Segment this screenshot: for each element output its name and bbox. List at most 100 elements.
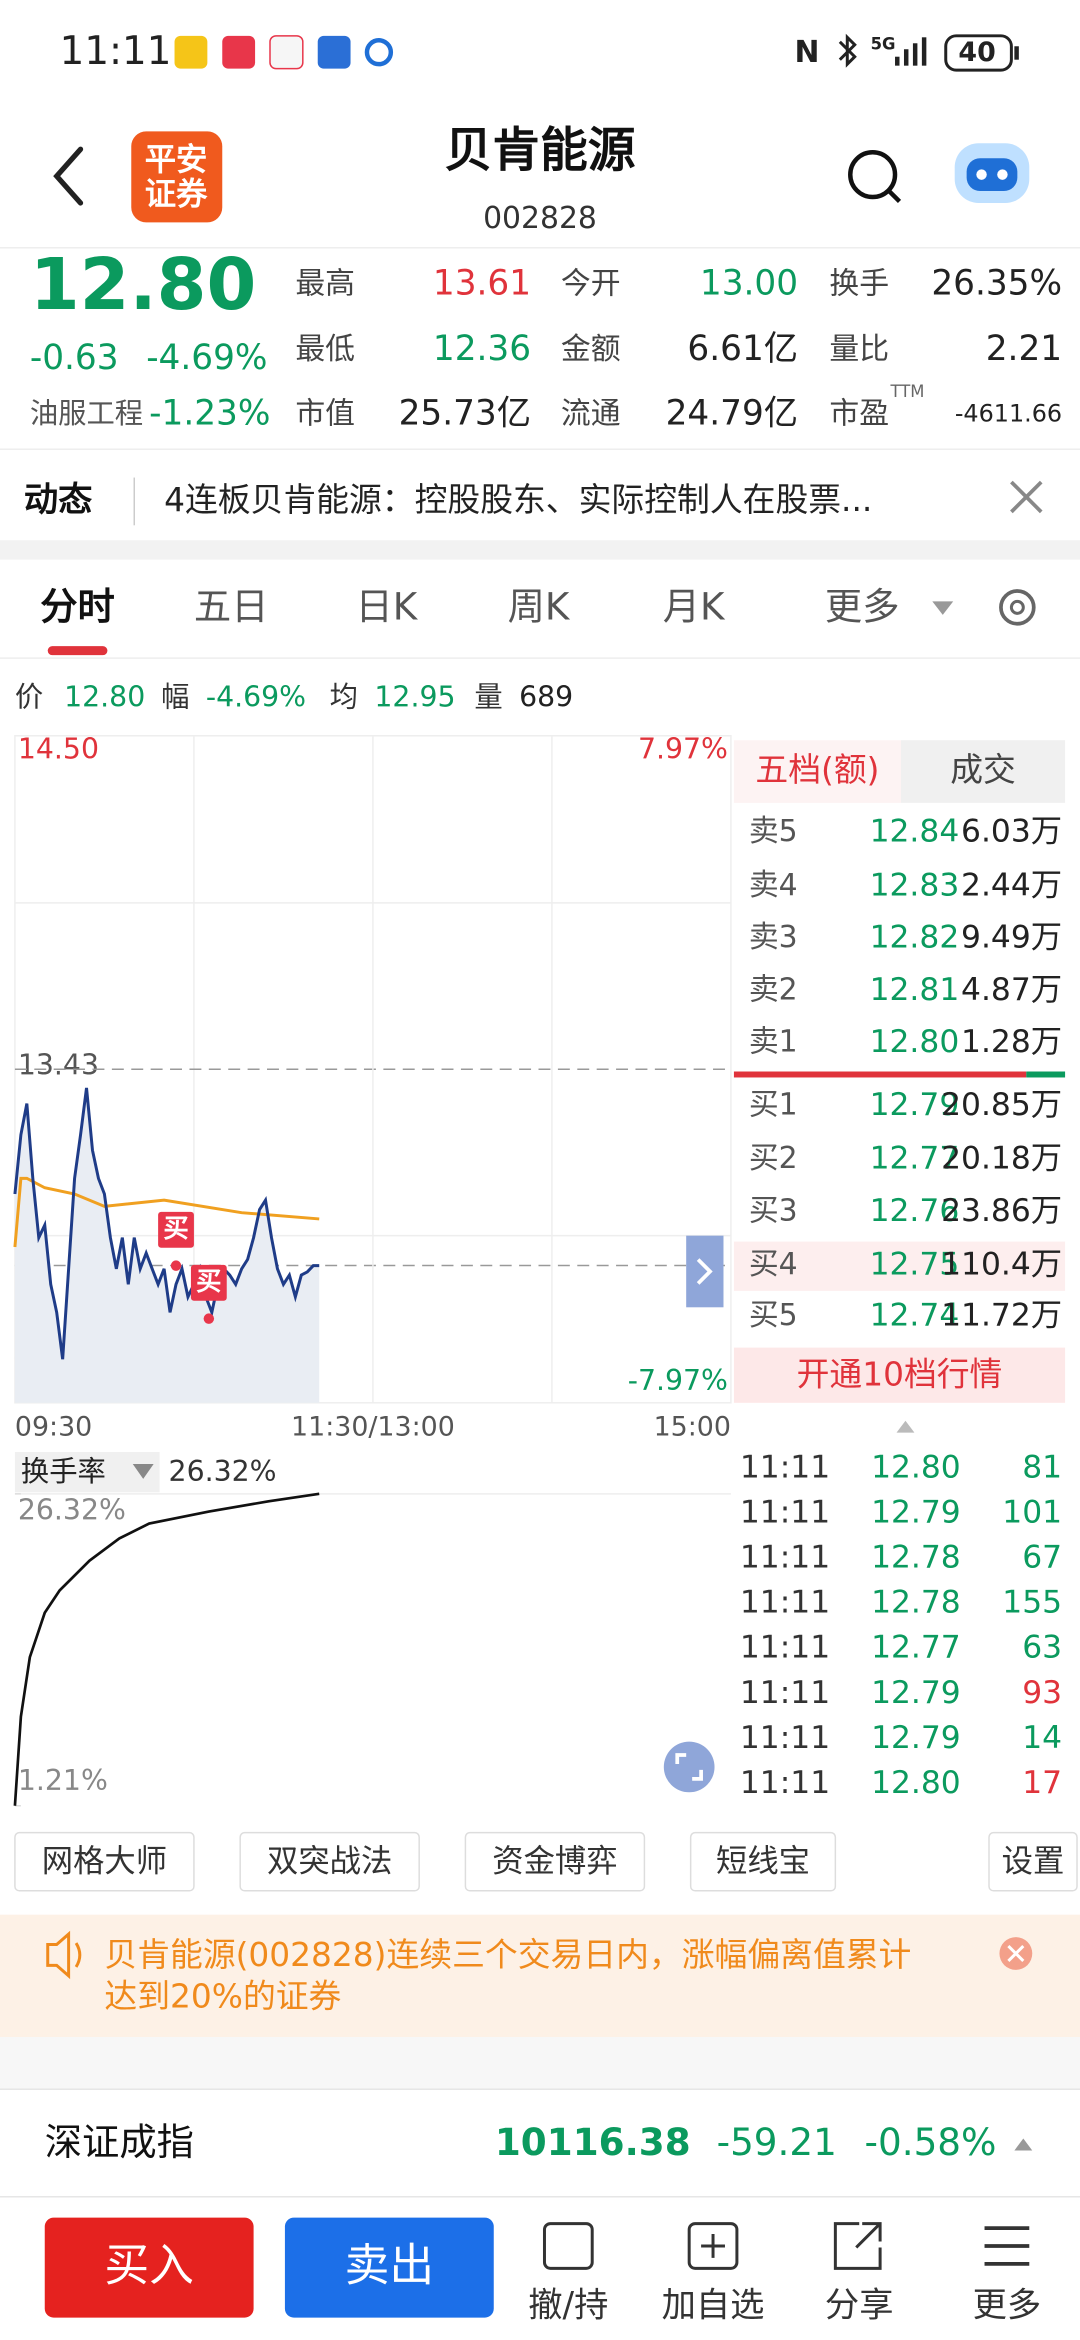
chart-tab[interactable]: 月K [663,584,726,628]
fullscreen-button[interactable] [663,1741,715,1793]
back-button[interactable] [53,146,84,206]
chart-tab[interactable]: 日K [355,584,418,628]
tool-button[interactable] [464,1831,646,1892]
info-value: 12.95 [374,680,455,713]
tool-button[interactable] [14,1831,195,1892]
tool-button[interactable] [988,1831,1078,1892]
nav-label[interactable]: 加自选 [662,2286,765,2326]
assistant-button[interactable] [954,143,1030,203]
nav-label[interactable]: 撤/持 [528,2286,608,2326]
book-price: 12.84 [870,814,960,850]
tool-label: 短线宝 [716,1843,810,1879]
row-highlight [733,1241,1066,1291]
withdraw-icon[interactable] [542,2222,594,2270]
close-news[interactable] [1010,480,1043,514]
book-tab[interactable]: 成交 [950,751,1016,789]
app-icon [174,35,208,69]
stat-label: 市值 [295,396,355,431]
book-amount: 20.18万 [941,1141,1062,1177]
expand-arrow[interactable] [896,1420,915,1433]
info-value: -4.69% [206,680,306,713]
app-icon [317,35,351,69]
book-level: 卖2 [749,972,798,1007]
add-watch-icon [701,2234,725,2258]
search-icon [848,149,898,200]
book-amount: 1.28万 [961,1024,1062,1060]
stat-value: 25.73亿 [399,393,531,433]
book-amount: 9.49万 [961,920,1062,956]
tool-button[interactable] [689,1831,837,1892]
index-name[interactable]: 深证成指 [45,2120,194,2164]
tick-volume: 14 [1022,1720,1062,1756]
tick-volume: 101 [1002,1495,1062,1531]
expand-arrow[interactable] [1014,2138,1033,2151]
tool-button[interactable] [239,1831,420,1892]
robot-eye [997,169,1008,180]
sector-change: -1.23% [149,393,270,433]
signal-bar [921,37,927,66]
y-tick-label: 13.43 [18,1048,99,1081]
app-icon [364,38,394,67]
upgrade-link[interactable]: 开通10档行情 [797,1355,1003,1393]
tick-price: 12.80 [871,1449,961,1485]
book-price: 12.80 [870,1024,960,1060]
book-amount: 20.85万 [941,1087,1062,1123]
book-level: 买2 [749,1141,798,1176]
chart-handle[interactable] [686,1235,724,1308]
last-price: 12.80 [30,243,256,326]
book-amount: 6.03万 [961,814,1062,850]
stat-label: 流通 [561,396,621,431]
x-tick-label: 15:00 [654,1412,731,1443]
more-icon[interactable] [984,2226,1030,2266]
upgrade-bg[interactable] [733,1347,1066,1403]
chart-tab[interactable]: 周K [508,584,571,628]
stat-label: 最高 [295,267,355,302]
stat-superscript: TTM [890,382,925,401]
bluetooth-icon [838,33,857,68]
turnover-line [13,1492,320,1806]
book-price: 12.77 [870,1141,960,1177]
nav-label[interactable]: 分享 [825,2286,894,2326]
book-level: 卖5 [749,814,798,849]
clock: 11:11 [60,29,172,74]
signal-bar [895,56,900,66]
sell-button[interactable] [284,2217,494,2318]
share-icon[interactable] [833,2222,882,2270]
fullscreen-icon [675,1753,703,1781]
price-area [14,1087,320,1403]
buy-button[interactable] [44,2217,254,2318]
fullscreen-icon [663,1741,715,1793]
tab-bg[interactable] [733,740,901,803]
chart-tab[interactable]: 分时 [40,584,115,628]
battery-tip [1014,46,1019,60]
settings-button[interactable] [999,589,1036,626]
chart-tab[interactable]: 更多 [825,584,900,628]
tick-volume: 155 [1002,1585,1062,1621]
stat-label: 换手 [829,267,889,302]
tick-volume: 17 [1022,1765,1062,1801]
add-watch-icon[interactable] [687,2222,739,2270]
tick-price: 12.80 [871,1765,961,1801]
stat-value: 26.35% [931,264,1062,304]
sell-label: 卖出 [345,2238,434,2291]
tab-bg[interactable] [900,740,1066,803]
stat-value: 12.36 [433,329,531,369]
tool-label: 设置 [1002,1843,1065,1879]
tick-price: 12.78 [871,1585,961,1621]
indicator-select[interactable] [14,1452,160,1493]
trade-badge [190,1264,227,1301]
tick-time: 11:11 [740,1495,830,1531]
tick-price: 12.77 [871,1630,961,1666]
indicator-name[interactable]: 换手率 [21,1455,106,1488]
buy-label: 买入 [104,2238,193,2291]
search-button[interactable] [848,149,902,204]
close-alert[interactable] [999,1937,1033,1970]
chart-tab[interactable]: 五日 [194,584,269,628]
book-tab[interactable]: 五档(额) [755,751,879,789]
news-headline[interactable]: 4连板贝肯能源：控股股东、实际控制人在股票... [164,481,872,519]
trade-label: 买 [196,1266,221,1296]
info-value: 689 [519,680,573,713]
book-level: 买5 [749,1298,798,1333]
nav-label[interactable]: 更多 [973,2286,1042,2326]
